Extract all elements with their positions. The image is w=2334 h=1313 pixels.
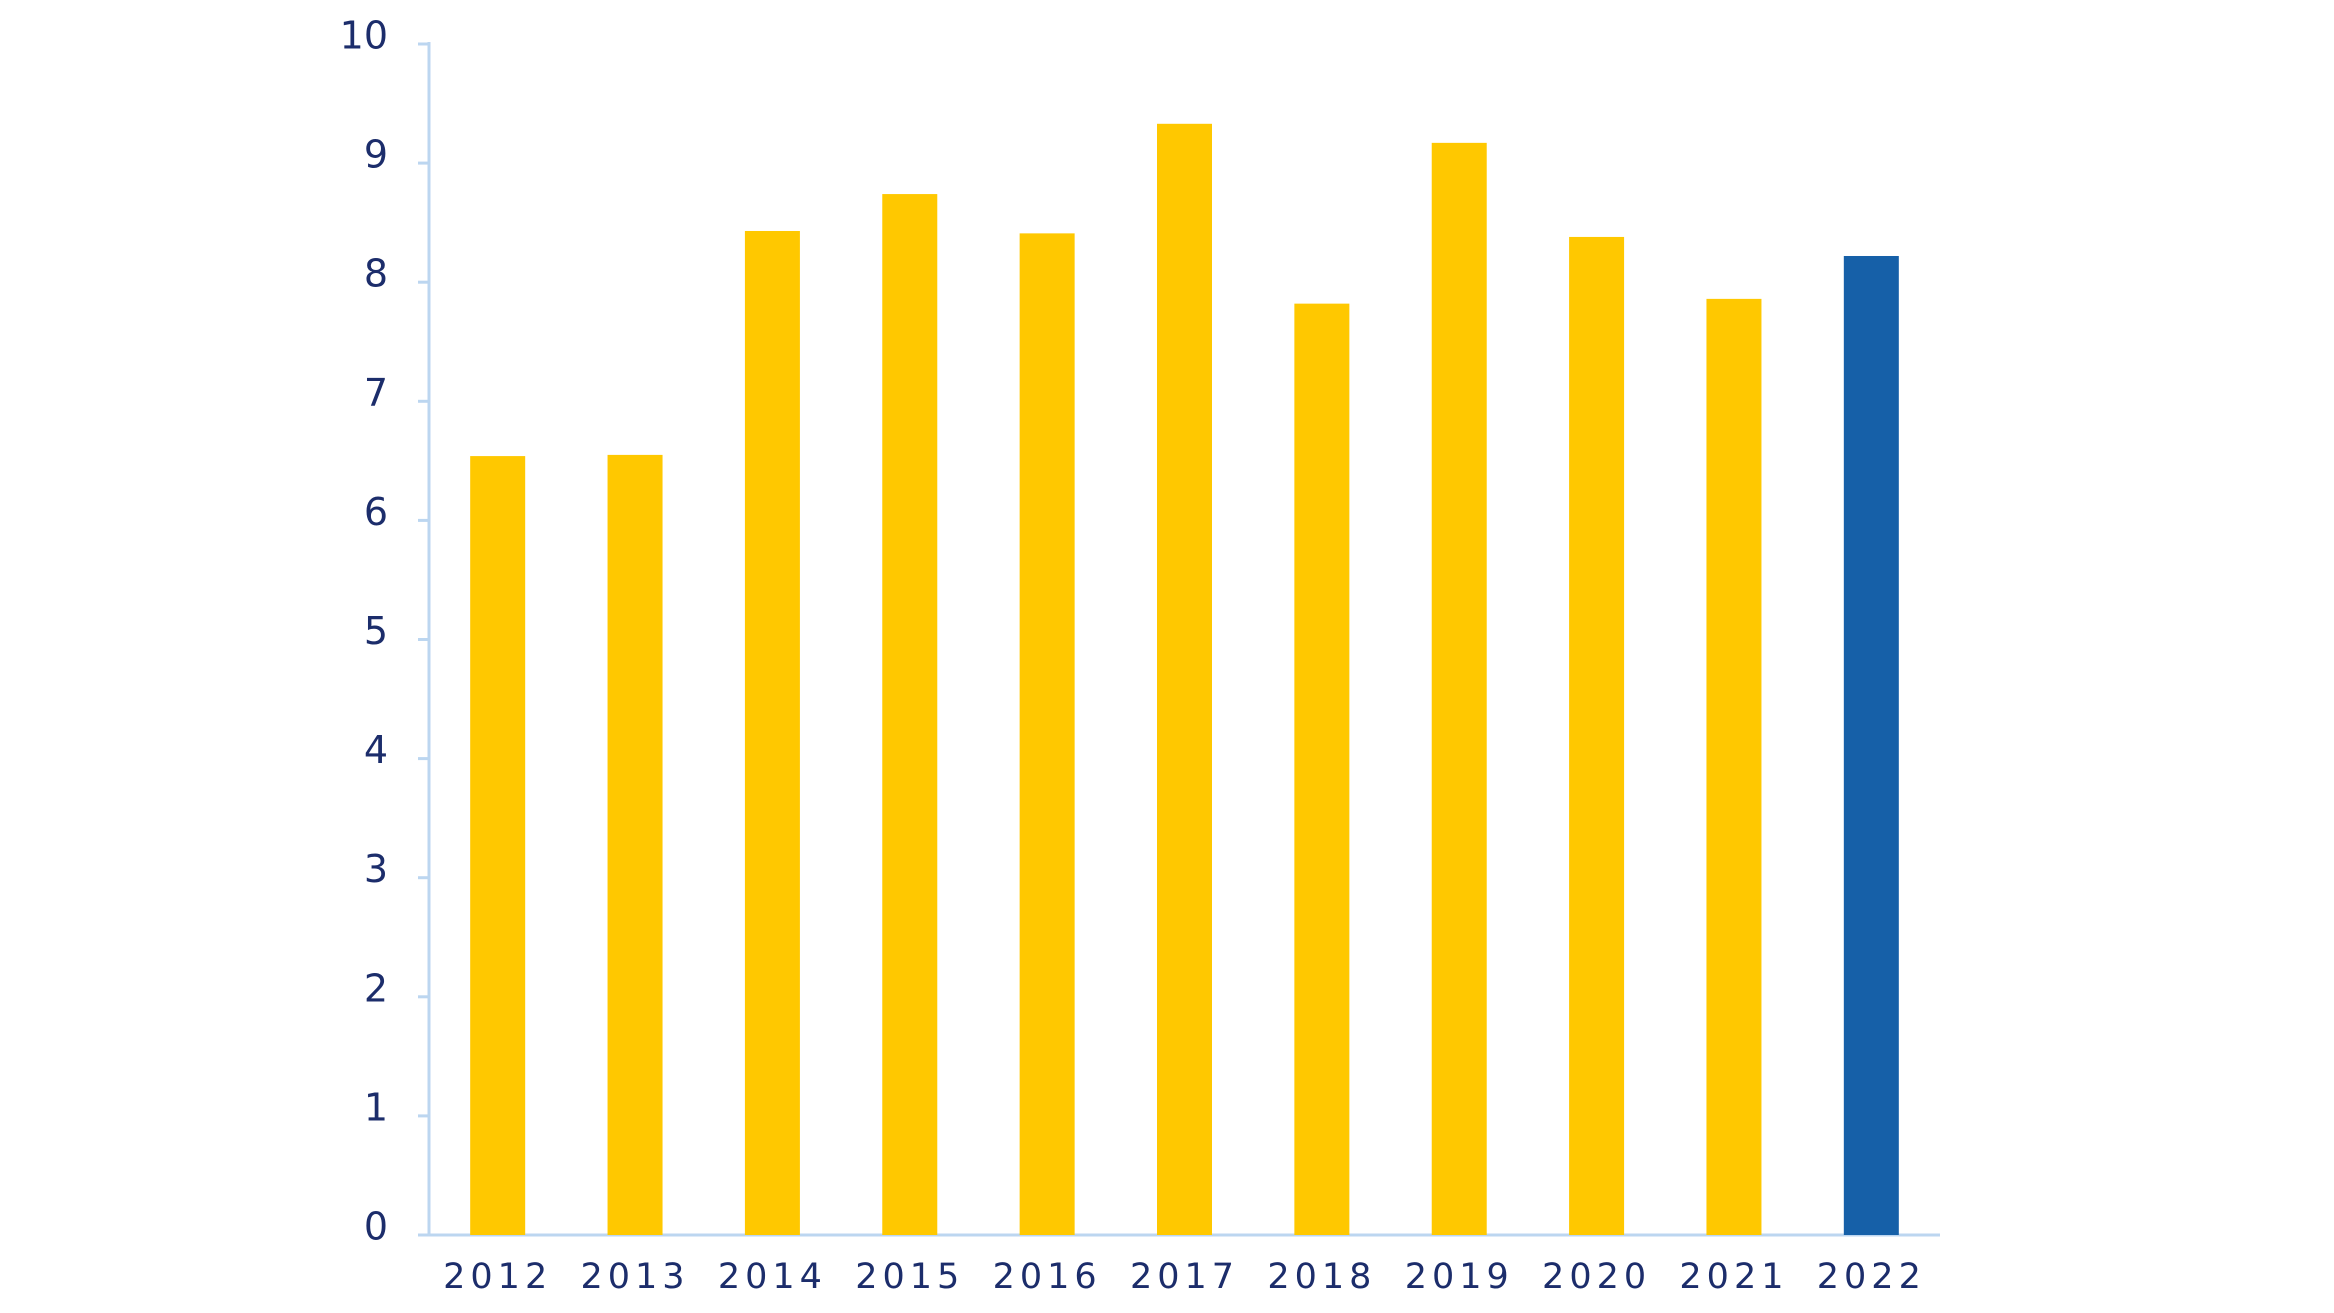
y-tick-label: 1 — [364, 1085, 388, 1129]
bar — [882, 194, 938, 1235]
x-tick-label: 2020 — [1542, 1257, 1651, 1297]
x-tick-label: 2015 — [855, 1257, 964, 1297]
y-tick-label: 3 — [364, 847, 388, 891]
x-tick-label: 2013 — [581, 1257, 690, 1297]
bar — [1569, 236, 1625, 1235]
x-tick-label: 2018 — [1267, 1257, 1376, 1297]
y-tick-label: 5 — [364, 609, 388, 653]
x-tick-label: 2014 — [718, 1257, 827, 1297]
y-tick-label: 2 — [364, 966, 388, 1010]
bar — [1294, 303, 1350, 1235]
x-tick-label: 2022 — [1817, 1257, 1926, 1297]
bar — [1157, 123, 1212, 1235]
x-tick-label: 2016 — [993, 1257, 1102, 1297]
bar — [607, 454, 663, 1235]
x-tick-label: 2012 — [443, 1257, 552, 1297]
bar — [1019, 233, 1075, 1235]
x-tick-label: 2017 — [1130, 1257, 1239, 1297]
bar — [470, 456, 526, 1235]
y-tick-label: 0 — [364, 1205, 388, 1249]
y-tick-label: 9 — [364, 133, 388, 177]
y-tick-label: 7 — [364, 371, 388, 415]
bar — [1843, 255, 1899, 1236]
y-tick-label: 10 — [340, 14, 388, 58]
x-tick-label: 2021 — [1679, 1257, 1788, 1297]
x-tick-label: 2019 — [1405, 1257, 1514, 1297]
y-tick-label: 6 — [364, 490, 388, 534]
bar — [1706, 298, 1762, 1235]
y-tick-label: 4 — [364, 728, 388, 772]
bar — [1431, 142, 1487, 1235]
bar — [744, 230, 800, 1235]
y-tick-label: 8 — [364, 252, 388, 296]
